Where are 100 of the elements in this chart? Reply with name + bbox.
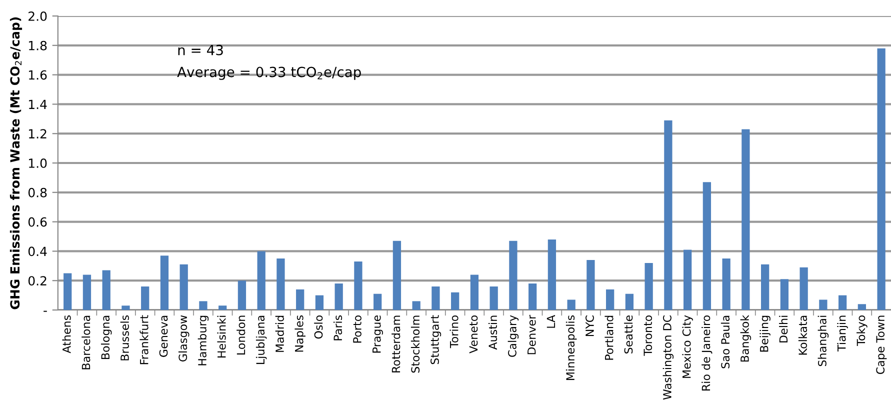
- bar: [102, 270, 110, 310]
- x-tick-label: Ljubljana: [256, 316, 267, 364]
- y-tick-label: 0.6: [28, 217, 47, 227]
- x-tick-label: Barcelona: [82, 316, 90, 370]
- bar: [858, 304, 866, 310]
- bar: [761, 264, 770, 310]
- y-tick-label: 0.2: [28, 276, 46, 286]
- bar: [742, 129, 750, 310]
- x-tick-label: Stuttgart: [430, 315, 442, 364]
- bar: [567, 300, 576, 310]
- bar: [644, 262, 653, 310]
- x-tick-label: Tokyo: [856, 315, 868, 346]
- x-tick-label: Washington DC: [662, 315, 674, 400]
- bar: [625, 294, 634, 310]
- bar: [664, 120, 672, 310]
- x-tick-label: Rotterdam: [392, 316, 400, 372]
- y-tick-label: 0.4: [28, 246, 47, 256]
- y-tick-label: 1.0: [28, 158, 47, 168]
- x-tick-label: Frankfurt: [140, 315, 148, 364]
- x-tick-label: Glasgow: [178, 315, 190, 362]
- y-tick-label: 1.6: [28, 70, 47, 80]
- bar: [180, 264, 188, 310]
- bar: [586, 260, 595, 310]
- bar: [451, 292, 460, 310]
- x-tick-label: Minneapolis: [566, 315, 577, 380]
- bar: [838, 295, 847, 310]
- x-tick-label: Porto: [353, 315, 362, 343]
- x-tick-label: Kolkata: [798, 316, 808, 355]
- x-tick-label: Geneva: [159, 316, 168, 357]
- bar: [276, 258, 285, 310]
- x-tick-label: LA: [546, 314, 556, 328]
- x-tick-label: Delhi: [779, 316, 788, 342]
- annotation: Average = 0.33 tCO$_{2}$e/cap: [177, 66, 361, 80]
- bar: [122, 306, 130, 310]
- x-tick-label: Madrid: [275, 316, 284, 352]
- bar: [490, 286, 498, 310]
- x-tick-label: Naples: [294, 315, 306, 352]
- x-tick-label: Brussels: [120, 315, 129, 360]
- annotation: n = 43: [178, 44, 223, 56]
- x-tick-label: Rio de Janeiro: [702, 315, 712, 390]
- bar: [392, 240, 402, 310]
- bar: [141, 286, 150, 310]
- bar: [160, 256, 169, 310]
- x-tick-label: Stockholm: [410, 316, 420, 373]
- x-tick-label: Oslo: [314, 315, 323, 339]
- x-tick-label: Calgary: [508, 315, 519, 357]
- x-tick-label: Prague: [372, 315, 383, 353]
- bar: [470, 274, 479, 310]
- bar: [199, 301, 208, 310]
- y-axis-title: GHG Emissions from Waste (Mt CO$_{2}$e/cap): [10, 17, 22, 310]
- y-tick-label: 0.8: [28, 188, 47, 198]
- x-tick-label: Bologna: [100, 316, 112, 359]
- x-tick-label: Paris: [333, 315, 342, 340]
- bar: [548, 239, 556, 310]
- x-tick-label: Portland: [604, 316, 614, 360]
- bar: [780, 279, 789, 310]
- x-tick-label: London: [236, 316, 246, 354]
- y-tick-label: 1.4: [28, 100, 47, 109]
- bar: [722, 258, 730, 310]
- bar: [257, 251, 266, 310]
- x-tick-label: Veneto: [469, 315, 478, 354]
- bar: [238, 280, 246, 310]
- bar: [82, 274, 92, 310]
- y-tick-label: 2.0: [28, 11, 47, 21]
- y-tick-label: 1.2: [28, 129, 46, 138]
- bar: [218, 306, 227, 310]
- x-tick-label: Helsinki: [217, 316, 226, 358]
- x-tick-label: Athens: [62, 315, 71, 354]
- bar: [296, 289, 304, 310]
- bar: [64, 273, 72, 310]
- x-tick-label: Torino: [450, 315, 458, 348]
- bar: [354, 261, 362, 310]
- x-tick-label: Bangkok: [740, 314, 752, 362]
- bar: [819, 300, 828, 310]
- x-tick-label: Shanghai: [818, 316, 829, 366]
- x-tick-label: Austin: [488, 316, 498, 350]
- x-tick-label: Hamburg: [198, 316, 209, 366]
- x-tick-label: NYC: [586, 315, 594, 336]
- bar: [606, 289, 614, 310]
- bar: [702, 182, 712, 310]
- x-tick-label: Cape Town: [876, 316, 887, 374]
- x-tick-label: Tianjin: [837, 316, 848, 352]
- y-tick-label: -: [44, 310, 47, 312]
- bar: [877, 48, 886, 310]
- bar: [334, 284, 343, 310]
- bar: [800, 267, 808, 310]
- y-tick-label: 1.8: [28, 40, 47, 50]
- bar: [684, 250, 692, 310]
- x-tick-label: Denver: [528, 314, 536, 354]
- x-tick-label: Mexico City: [682, 315, 693, 378]
- bar: [509, 240, 518, 310]
- bar: [528, 284, 537, 310]
- bar: [432, 286, 440, 310]
- bar: [315, 295, 324, 310]
- x-tick-label: Toronto: [644, 315, 652, 356]
- x-tick-label: Beijing: [760, 316, 770, 352]
- bar: [412, 301, 420, 310]
- bar: [374, 294, 382, 310]
- x-tick-label: Seattle: [624, 315, 633, 354]
- x-tick-label: Sao Paula: [720, 316, 730, 368]
